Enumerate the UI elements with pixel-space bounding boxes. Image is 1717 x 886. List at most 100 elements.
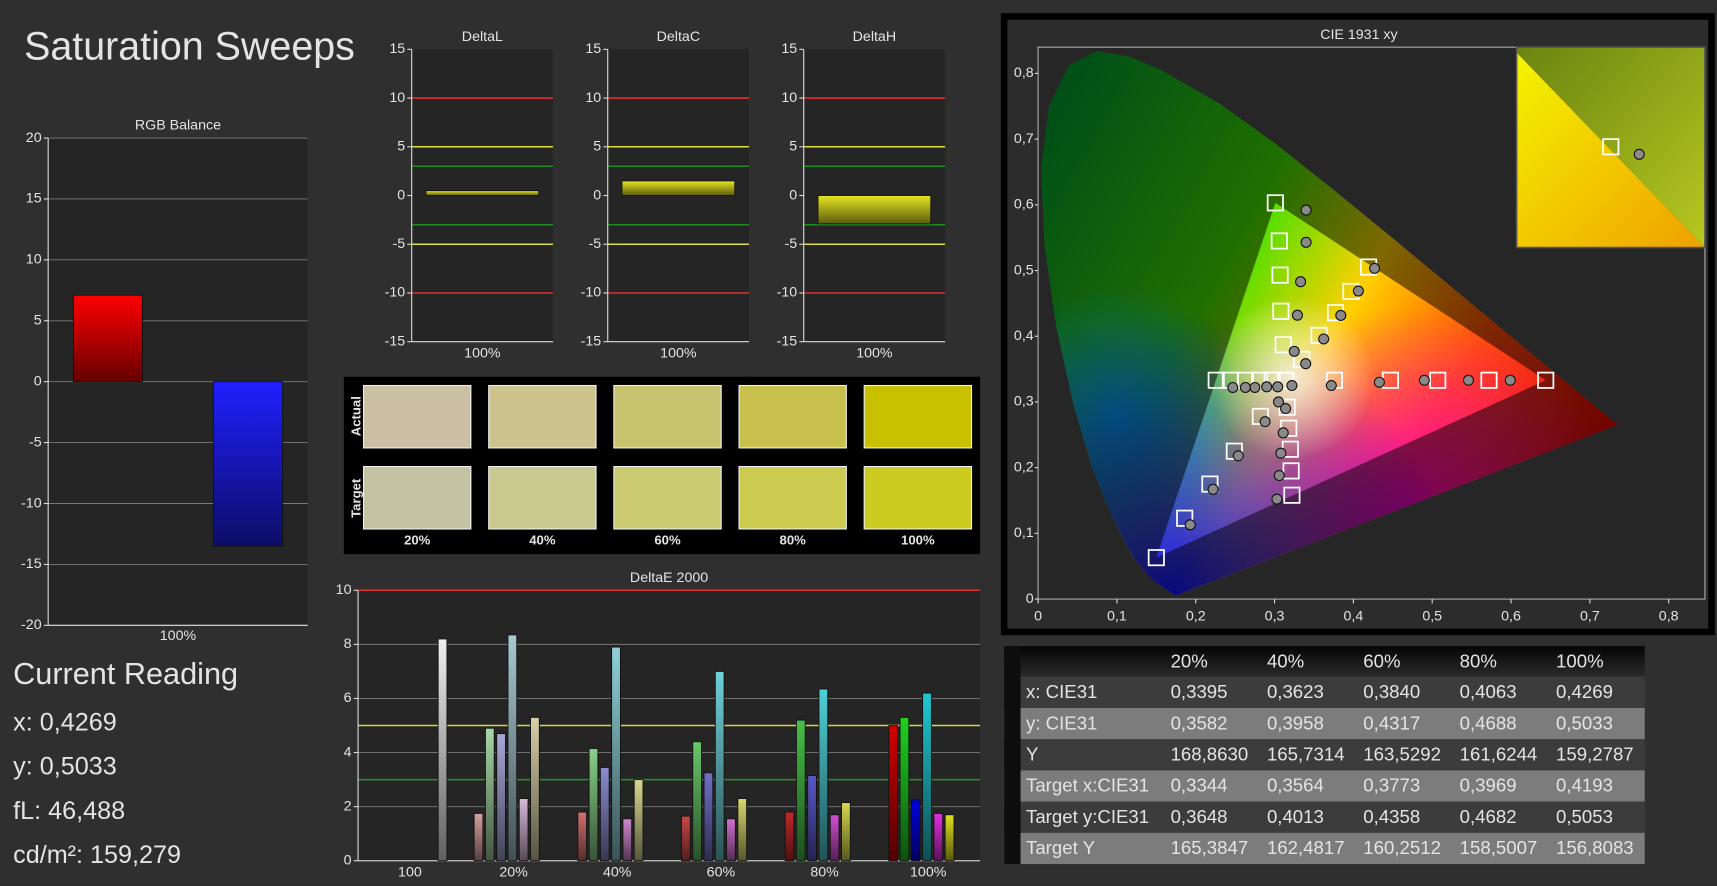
y-tick-label: 5 xyxy=(397,139,405,155)
bar xyxy=(633,779,644,862)
y-tick-label: 0 xyxy=(789,187,797,203)
table-cell: 0,5033 xyxy=(1556,712,1613,733)
table-cell: 162,4817 xyxy=(1267,837,1345,858)
bar xyxy=(922,692,932,862)
x-tick-label: 100% xyxy=(910,865,947,881)
measured-point xyxy=(1352,285,1364,297)
chart-title: DeltaH xyxy=(853,29,896,45)
bar xyxy=(807,775,817,862)
y-tick-label: -10 xyxy=(777,285,798,301)
y-tick-label: -15 xyxy=(777,333,798,349)
measured-point xyxy=(1325,379,1337,392)
table-strip xyxy=(1004,646,1021,865)
table-cell: 159,2787 xyxy=(1556,744,1634,765)
x-tick-label: 60% xyxy=(707,865,736,881)
x-tick-label: 0,6 xyxy=(1501,608,1521,624)
measured-point xyxy=(1249,381,1261,394)
bar xyxy=(507,634,518,862)
swatch-column-label: 60% xyxy=(654,532,681,547)
measured-point xyxy=(1261,381,1273,393)
y-tick-label: 10 xyxy=(781,90,797,106)
table-cell: 0,3969 xyxy=(1460,775,1517,796)
table-cell: 0,3623 xyxy=(1267,681,1324,702)
x-tick-label: 0,3 xyxy=(1265,608,1285,624)
table-cell: 168,8630 xyxy=(1171,744,1249,765)
reading-title: Current Reading xyxy=(13,657,238,691)
column-header: 60% xyxy=(1363,650,1400,671)
swatch xyxy=(488,465,597,530)
y-tick-label: 0,8 xyxy=(1014,65,1034,81)
table-row xyxy=(1004,739,1645,771)
column-header: 80% xyxy=(1460,650,1497,671)
bar xyxy=(681,815,691,862)
x-tick-label: 100 xyxy=(398,865,422,881)
column-header: 40% xyxy=(1267,650,1304,671)
target-point xyxy=(1602,138,1620,156)
y-tick-label: 0,6 xyxy=(1014,197,1034,213)
y-tick-label: 15 xyxy=(389,41,405,57)
measured-point xyxy=(1373,376,1385,388)
y-tick-label: -5 xyxy=(393,236,406,252)
y-tick-label: 15 xyxy=(26,191,42,207)
y-tick-label: 0,4 xyxy=(1014,328,1034,344)
table-row xyxy=(1004,770,1645,802)
table-cell: 0,3564 xyxy=(1267,775,1324,796)
row-label: x: CIE31 xyxy=(1026,681,1097,702)
bar xyxy=(726,818,736,862)
x-tick-label: 0,2 xyxy=(1186,608,1206,624)
row-label: Target y:CIE31 xyxy=(1026,806,1149,827)
reading-line: y: 0,5033 xyxy=(13,752,117,780)
y-tick-label: -15 xyxy=(21,556,42,572)
y-tick-label: -5 xyxy=(785,236,798,252)
measured-point xyxy=(1633,148,1645,160)
target-point xyxy=(1480,371,1498,389)
measured-point xyxy=(1295,276,1307,288)
swatch-column-label: 40% xyxy=(529,532,556,547)
target-point xyxy=(1283,486,1301,504)
measured-point xyxy=(1184,519,1196,531)
bar xyxy=(818,688,829,862)
bar xyxy=(817,195,932,225)
inset-fill xyxy=(1516,52,1705,248)
y-tick-label: -10 xyxy=(581,285,602,301)
bar xyxy=(621,180,736,196)
y-tick-label: 8 xyxy=(344,636,352,652)
row-label: y: CIE31 xyxy=(1026,712,1097,733)
target-point xyxy=(1207,371,1225,389)
table-cell: 0,4317 xyxy=(1363,712,1420,733)
table-cell: 0,4269 xyxy=(1556,681,1613,702)
swatch xyxy=(613,384,722,449)
y-tick-label: 20 xyxy=(26,130,42,146)
row-label: Target Y xyxy=(1026,837,1095,858)
table-cell: 0,3773 xyxy=(1363,775,1420,796)
table-cell: 0,4193 xyxy=(1556,775,1613,796)
target-point xyxy=(1270,232,1288,250)
y-tick-label: 0,3 xyxy=(1014,394,1034,410)
measured-point xyxy=(1335,309,1347,321)
x-tick-label: 20% xyxy=(499,865,528,881)
x-tick-label: 0,1 xyxy=(1107,608,1127,624)
reading-line: cd/m²: 159,279 xyxy=(13,841,181,869)
swatch-row-label: Actual xyxy=(348,396,363,436)
measured-point xyxy=(1272,381,1284,393)
table-cell: 158,5007 xyxy=(1460,837,1538,858)
table-cell: 0,4013 xyxy=(1267,806,1324,827)
chart-title: DeltaL xyxy=(462,29,503,45)
measured-point xyxy=(1232,450,1244,462)
measured-point xyxy=(1291,309,1303,321)
target-point xyxy=(1429,371,1447,389)
measured-point xyxy=(1418,374,1430,386)
bar xyxy=(703,772,714,862)
target-point xyxy=(1176,509,1194,527)
table-cell: 0,4688 xyxy=(1460,712,1517,733)
swatch xyxy=(363,465,472,530)
target-point xyxy=(1274,336,1292,354)
table-cell: 0,3395 xyxy=(1171,681,1228,702)
bar xyxy=(692,741,702,862)
measured-point xyxy=(1277,427,1289,439)
measured-point xyxy=(1207,483,1219,495)
table-header xyxy=(1004,646,1645,677)
y-tick-label: 6 xyxy=(344,690,352,706)
reading-line: fL: 46,488 xyxy=(13,797,125,825)
